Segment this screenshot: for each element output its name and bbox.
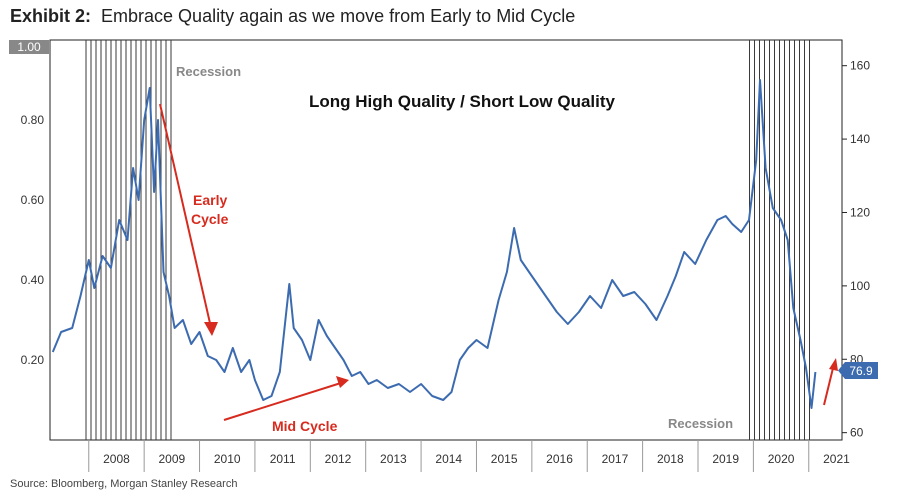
mid-cycle-label: Mid Cycle xyxy=(272,418,338,434)
y-right-tick-label: 100 xyxy=(850,279,870,293)
y-left-tick-label: 1.00 xyxy=(17,40,41,54)
y-right-tick-label: 160 xyxy=(850,59,870,73)
early-cycle-label-1: Early xyxy=(193,192,227,208)
y-left-top-badge xyxy=(9,40,49,54)
source-note: Source: Bloomberg, Morgan Stanley Resear… xyxy=(10,478,238,490)
recession-label-top: Recession xyxy=(176,64,241,79)
x-tick-label: 2021 xyxy=(823,452,850,466)
x-tick-label: 2010 xyxy=(214,452,241,466)
annotations: Early Cycle Mid Cycle xyxy=(159,103,838,434)
y-left-tick-label: 0.80 xyxy=(21,113,45,127)
mid-cycle-arrow xyxy=(223,381,345,421)
y-left-tick-label: 0.20 xyxy=(21,353,45,367)
early-cycle-arrowhead xyxy=(204,322,218,336)
x-tick-label: 2011 xyxy=(270,452,296,466)
y-right-tick-label: 140 xyxy=(850,132,870,146)
plot-frame xyxy=(49,39,843,441)
end-value-pointer xyxy=(838,362,845,379)
x-tick-label: 2019 xyxy=(712,452,739,466)
end-value-label: 76.9 xyxy=(849,364,873,378)
exhibit-title-text: Embrace Quality again as we move from Ea… xyxy=(101,6,576,26)
series-line xyxy=(51,79,817,409)
recovery-arrow xyxy=(823,363,835,406)
recession-label-bottom: Recession xyxy=(668,416,733,431)
axis-ticks: 0.200.400.600.801.0060801001201401602008… xyxy=(9,40,870,472)
y-left-tick-label: 0.60 xyxy=(21,193,45,207)
x-tick-label: 2020 xyxy=(768,452,795,466)
x-tick-label: 2015 xyxy=(491,452,518,466)
x-tick-label: 2008 xyxy=(103,452,130,466)
x-tick-label: 2012 xyxy=(325,452,352,466)
x-tick-label: 2018 xyxy=(657,452,684,466)
recovery-arrowhead xyxy=(829,358,838,371)
x-tick-label: 2016 xyxy=(546,452,573,466)
x-tick-label: 2014 xyxy=(435,452,462,466)
y-left-tick-label: 0.40 xyxy=(21,273,45,287)
chart-title: Long High Quality / Short Low Quality xyxy=(309,92,616,111)
end-value-box xyxy=(845,362,878,379)
recession-band xyxy=(749,40,811,440)
x-tick-label: 2009 xyxy=(158,452,185,466)
x-tick-label: 2017 xyxy=(602,452,629,466)
early-cycle-arrow xyxy=(159,103,213,333)
exhibit-title: Exhibit 2: Embrace Quality again as we m… xyxy=(10,6,575,27)
early-cycle-label-2: Cycle xyxy=(191,211,229,227)
mid-cycle-arrowhead xyxy=(336,376,349,388)
exhibit-label: Exhibit 2: xyxy=(10,6,92,26)
y-right-tick-label: 60 xyxy=(850,426,864,440)
y-right-tick-label: 120 xyxy=(850,205,870,219)
x-tick-label: 2013 xyxy=(380,452,407,466)
